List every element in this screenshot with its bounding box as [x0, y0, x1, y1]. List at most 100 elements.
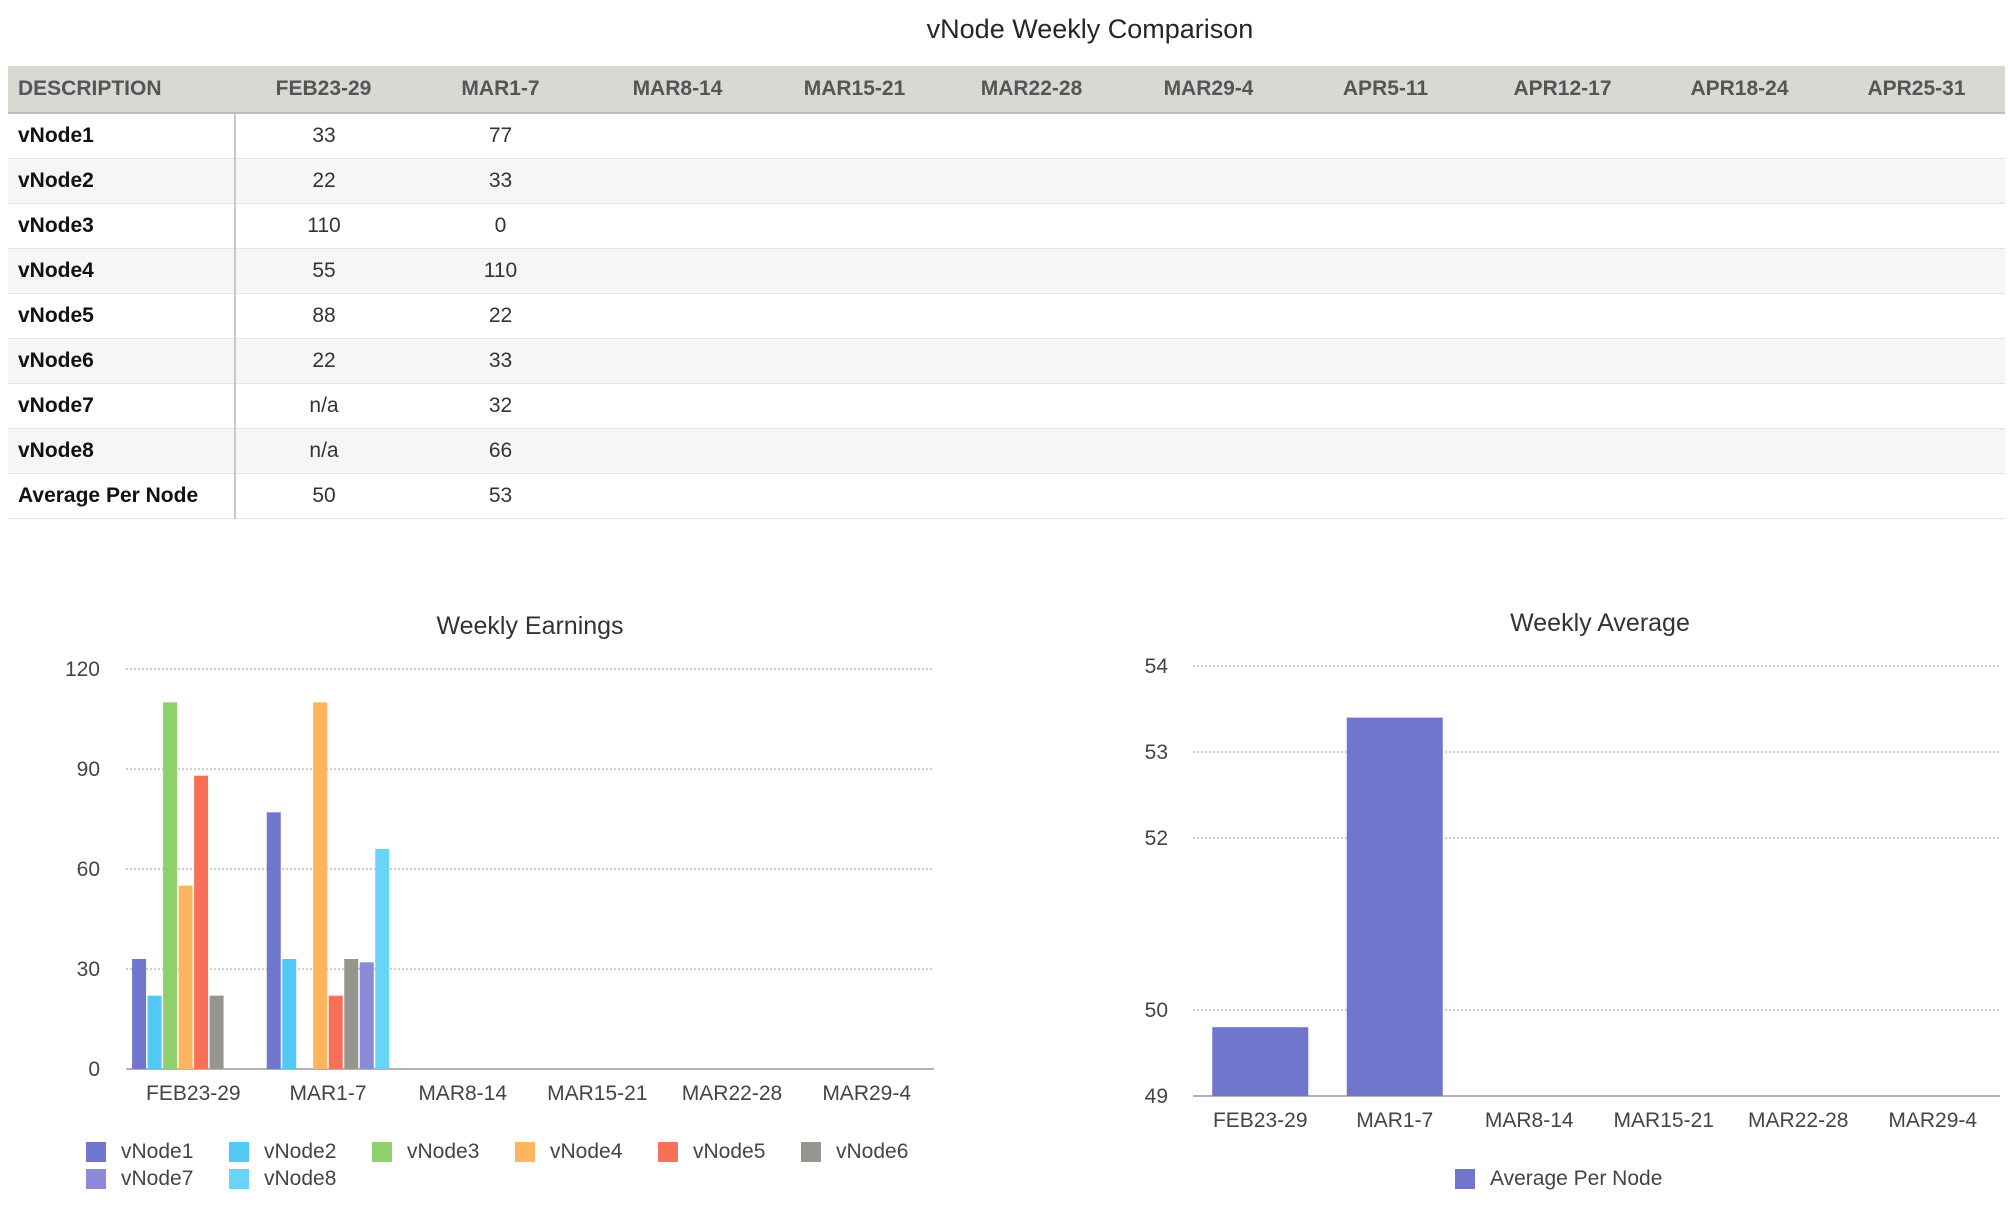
table-cell: [943, 113, 1120, 159]
legend-label: vNode8: [264, 1167, 337, 1190]
row-label: vNode2: [8, 158, 236, 204]
table-cell: [766, 428, 943, 474]
x-tick-label: MAR8-14: [1485, 1109, 1574, 1132]
table-cell: [1297, 203, 1474, 249]
table-cell: [589, 113, 766, 159]
table-cell: [589, 383, 766, 429]
table-cell: [1828, 293, 2005, 339]
table-cell: [766, 383, 943, 429]
legend-swatch: [372, 1142, 392, 1162]
bar-vnode5: [194, 775, 209, 1069]
bar-vnode6: [344, 959, 359, 1069]
table-cell: [943, 383, 1120, 429]
page-title: vNode Weekly Comparison: [926, 14, 1254, 44]
table-cell: 22: [412, 293, 589, 339]
bar-vnode7: [359, 962, 374, 1069]
column-header-week: APR5-11: [1297, 66, 1474, 114]
table-cell: [1474, 158, 1651, 204]
table-cell: 22: [235, 158, 412, 204]
table-cell: [589, 203, 766, 249]
table-cell: [1297, 248, 1474, 294]
x-tick-label: FEB23-29: [146, 1082, 241, 1105]
table-cell: [1651, 203, 1828, 249]
table-cell: n/a: [235, 383, 412, 429]
table-header: DESCRIPTION FEB23-29 MAR1-7 MAR8-14 MAR15-21…: [8, 66, 2005, 114]
table-cell: [943, 338, 1120, 384]
weekly-average-title: Weekly Average: [1510, 609, 1690, 637]
weekly-earnings-title: Weekly Earnings: [436, 612, 624, 640]
x-tick-label: FEB23-29: [1213, 1109, 1308, 1132]
table-cell: [1297, 473, 1474, 519]
table-cell: [1120, 158, 1297, 204]
column-header-week: MAR1-7: [412, 66, 589, 114]
column-header-week: MAR8-14: [589, 66, 766, 114]
table-row: vNode5 88 22: [8, 293, 2005, 339]
legend-label: Average Per Node: [1490, 1167, 1663, 1190]
table-cell: [1297, 428, 1474, 474]
row-label: vNode7: [8, 383, 236, 429]
bar-vnode5: [328, 995, 343, 1069]
comparison-table: DESCRIPTION FEB23-29 MAR1-7 MAR8-14 MAR15-21…: [8, 66, 2005, 519]
x-tick-label: MAR15-21: [547, 1082, 647, 1105]
table-cell: [1120, 428, 1297, 474]
x-tick-label: MAR1-7: [289, 1082, 366, 1105]
table-cell: [1297, 338, 1474, 384]
row-label: vNode6: [8, 338, 236, 384]
table-cell: [1120, 383, 1297, 429]
column-header-week: FEB23-29: [235, 66, 412, 114]
table-row: vNode2 22 33: [8, 158, 2005, 204]
table-cell: [1828, 428, 2005, 474]
legend-swatch: [515, 1142, 535, 1162]
row-label: vNode3: [8, 203, 236, 249]
legend-swatch: [801, 1142, 821, 1162]
legend-swatch: [229, 1142, 249, 1162]
table-cell: [1120, 473, 1297, 519]
table-cell: 55: [235, 248, 412, 294]
table-cell: [1474, 473, 1651, 519]
table-cell: 33: [235, 113, 412, 159]
table-cell: [943, 158, 1120, 204]
column-header-week: MAR22-28: [943, 66, 1120, 114]
y-tick-label: 49: [1145, 1085, 1168, 1108]
table-row: vNode1 33 77: [8, 113, 2005, 159]
x-tick-label: MAR22-28: [1748, 1109, 1848, 1132]
legend-swatch: [658, 1142, 678, 1162]
table-row: Average Per Node 50 53: [8, 473, 2005, 519]
table-cell: [1120, 338, 1297, 384]
table-cell: [1651, 383, 1828, 429]
table-cell: [1120, 113, 1297, 159]
table-cell: n/a: [235, 428, 412, 474]
y-tick-label: 120: [65, 658, 100, 681]
table-cell: [1474, 203, 1651, 249]
table-row: vNode8 n/a 66: [8, 428, 2005, 474]
table-cell: [766, 113, 943, 159]
table-cell: [589, 248, 766, 294]
legend-label: vNode6: [836, 1140, 909, 1163]
table-cell: [1297, 383, 1474, 429]
table-cell: [1828, 338, 2005, 384]
table-cell: [766, 203, 943, 249]
table-cell: 110: [235, 203, 412, 249]
table-body: vNode1 33 77 vNode2 22 33 vNode3 110 0 vNode4 55 11…: [8, 113, 2005, 519]
table-cell: [766, 338, 943, 384]
table-cell: [1828, 473, 2005, 519]
legend-label: vNode1: [121, 1140, 194, 1163]
table-cell: [589, 473, 766, 519]
table-cell: [1651, 338, 1828, 384]
table-cell: [1474, 293, 1651, 339]
table-cell: [1120, 248, 1297, 294]
table-cell: [943, 428, 1120, 474]
table-cell: [1651, 428, 1828, 474]
table-cell: [1828, 203, 2005, 249]
y-tick-label: 52: [1145, 827, 1168, 850]
table-cell: [766, 473, 943, 519]
table-cell: 66: [412, 428, 589, 474]
table-cell: [1120, 203, 1297, 249]
row-label: Average Per Node: [8, 473, 236, 519]
table-cell: [1474, 338, 1651, 384]
legend-swatch: [86, 1169, 106, 1189]
table-cell: [1297, 113, 1474, 159]
table-cell: [943, 293, 1120, 339]
table-cell: [1828, 248, 2005, 294]
